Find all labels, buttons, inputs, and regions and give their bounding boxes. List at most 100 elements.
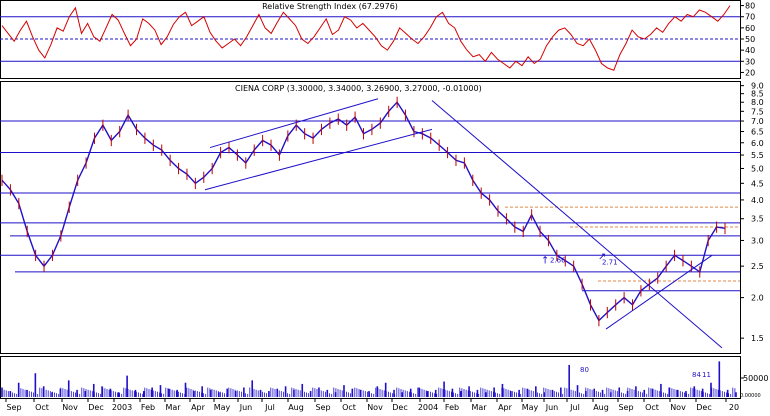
x-tick-label: Nov	[670, 403, 686, 412]
volume-bar	[351, 388, 354, 397]
volume-bar	[426, 391, 429, 397]
volume-bar	[67, 380, 70, 397]
volume-bar	[109, 388, 112, 397]
volume-bar	[359, 389, 362, 397]
x-tick-label: Nov	[62, 403, 78, 412]
rsi-tick-label: 50	[745, 35, 755, 44]
volume-bar	[509, 391, 512, 397]
volume-bar	[343, 385, 345, 397]
volume-bar	[393, 389, 395, 397]
volume-bar	[526, 388, 529, 397]
rsi-panel: Relative Strength Index (67.2976) 20 30 40…	[0, 2, 755, 77]
x-tick-label: 2004	[418, 403, 438, 412]
price-tick-label: 8.5	[751, 90, 764, 99]
price-tick-label: 5.5	[751, 151, 764, 160]
rsi-tick-label: 60	[745, 24, 755, 33]
rsi-tick-label: 30	[745, 57, 755, 66]
volume-bar	[234, 391, 237, 397]
volume-bar	[384, 382, 387, 397]
up-arrow-marker: ↑	[541, 256, 549, 267]
rsi-tick-label: 70	[745, 13, 755, 22]
volume-bar	[660, 383, 662, 397]
volume-bar	[193, 391, 195, 397]
price-tick-label: 6.0	[751, 139, 764, 148]
price-tick-label: 3.5	[751, 215, 764, 224]
volume-bar	[284, 386, 287, 397]
rsi-tick-label: 40	[745, 46, 755, 55]
price-tick-label: 3.0	[751, 236, 764, 245]
volume-bar	[151, 387, 153, 397]
x-tick-label: Aug	[593, 403, 609, 412]
rsi-tick-label: 20	[745, 68, 755, 77]
volume-bar	[676, 389, 679, 397]
volume-bar	[418, 387, 420, 397]
x-tick-label: Jun	[239, 403, 253, 412]
volume-bar	[368, 391, 370, 397]
channel-upper-line	[209, 98, 379, 149]
volume-bar	[560, 387, 562, 397]
volume-bar	[134, 389, 137, 397]
x-tick-label: Dec	[696, 403, 711, 412]
price-tick-label: 8.0	[751, 98, 764, 107]
volume-bar	[218, 392, 220, 397]
x-tick-label: Dec	[88, 403, 103, 412]
price-tick-label: 7.5	[751, 107, 764, 116]
rsi-tick-label: 80	[745, 2, 755, 11]
volume-bar	[76, 389, 78, 397]
price-tick-label: 5.0	[751, 164, 764, 173]
x-tick-label: 2003	[112, 403, 132, 412]
volume-bar	[176, 389, 178, 397]
volume-bar	[468, 386, 470, 397]
volume-bar	[476, 389, 479, 397]
volume-bar	[92, 383, 95, 397]
volume-bar	[535, 386, 537, 397]
volume-bar	[59, 388, 62, 397]
panel-frame-1	[0, 81, 741, 354]
volume-bar	[209, 389, 212, 397]
volume-bar	[84, 391, 87, 397]
volume-bar	[693, 386, 696, 397]
x-tick-label: May	[214, 403, 231, 412]
x-tick-label: Sep	[6, 403, 21, 412]
x-tick-label: Apr	[191, 403, 206, 412]
x-axis: Sep Oct Nov Dec 2003 Feb Mar Apr May Jun Jul Aug Sep…	[5, 398, 739, 412]
downtrend-line	[431, 100, 723, 349]
price-tick-label: 7.0	[751, 117, 764, 126]
volume-bar	[409, 388, 412, 397]
price-tick-label: 4.0	[751, 196, 764, 205]
x-tick-label: Sep	[315, 403, 330, 412]
x-tick-label: Mar	[471, 403, 487, 412]
volume-annotation: 80	[580, 366, 589, 374]
volume-bar	[168, 388, 170, 397]
arrow-marker: ↗	[598, 251, 606, 262]
x-tick-label: Apr	[498, 403, 513, 412]
volume-bar	[301, 383, 304, 397]
volume-bar	[668, 387, 671, 397]
x-tick-label: Jun	[545, 403, 559, 412]
volume-bar	[726, 389, 729, 397]
volume-bar	[685, 391, 687, 397]
volume-bar	[710, 382, 712, 397]
price-tick-label: 9.0	[751, 82, 764, 91]
volume-bar	[459, 391, 462, 397]
x-tick-label: Oct	[342, 403, 356, 412]
volume-bar	[451, 388, 454, 397]
annotation-label: 2.66	[550, 257, 566, 265]
x-tick-label: Oct	[645, 403, 659, 412]
volume-bar	[117, 392, 120, 397]
volume-bar	[501, 383, 504, 397]
volume-bar	[226, 388, 229, 397]
volume-annotation: 11	[702, 371, 711, 379]
channel-lower-line	[204, 128, 433, 191]
x-tick-label: Sep	[618, 403, 633, 412]
x-tick-label: Dec	[392, 403, 407, 412]
volume-panel: 50000 0.00000 80 84 11	[1, 361, 768, 399]
volume-bar	[443, 381, 445, 397]
volume-bar	[434, 389, 437, 397]
volume-bar	[568, 364, 570, 397]
x-tick-label: Feb	[445, 403, 459, 412]
volume-bar	[718, 361, 721, 397]
volume-bar	[201, 386, 203, 397]
